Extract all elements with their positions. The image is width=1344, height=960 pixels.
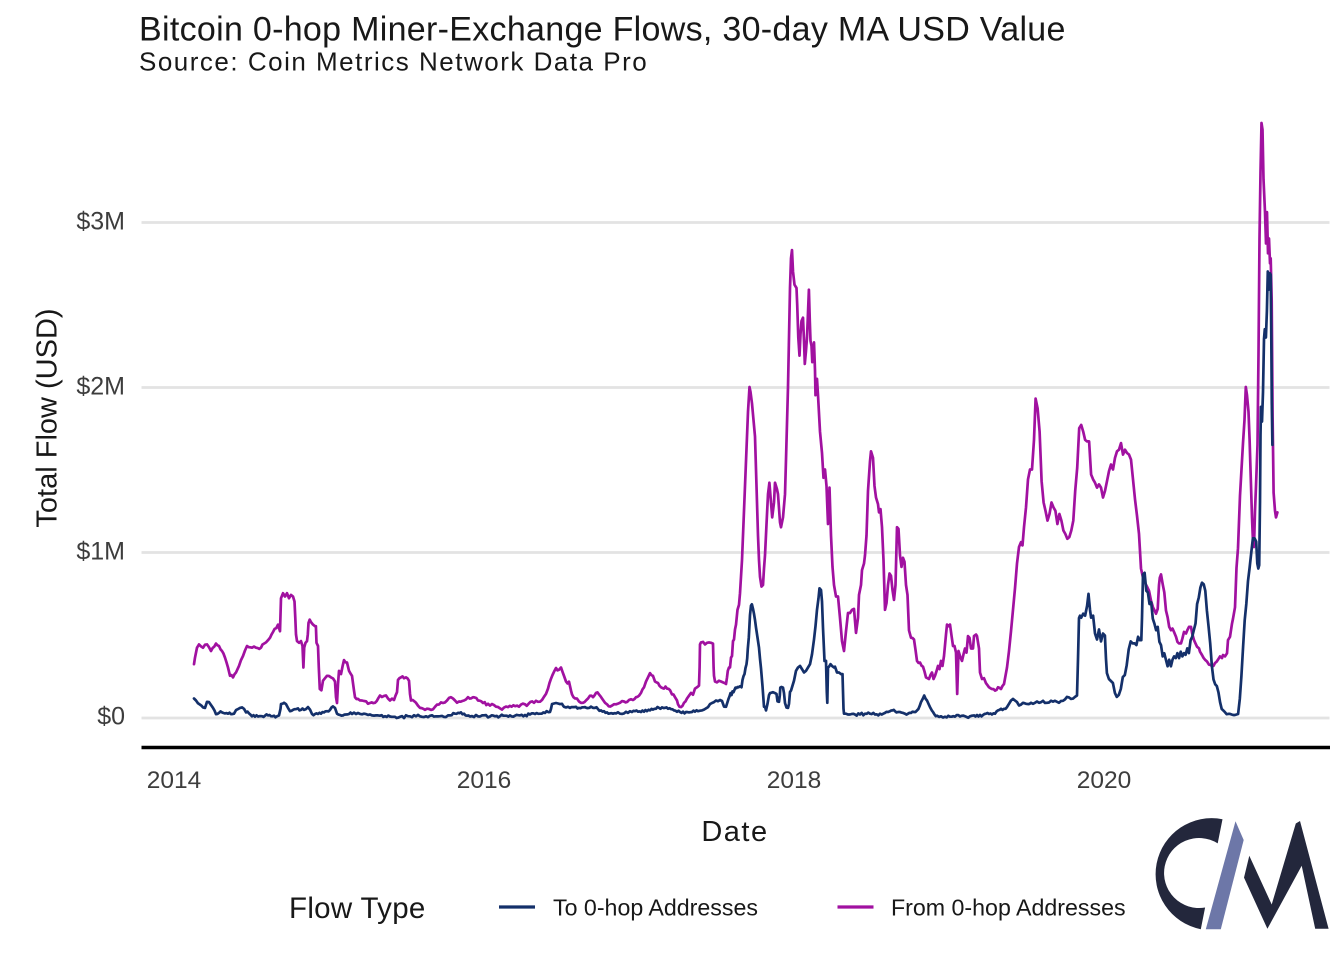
svg-text:Total Flow (USD): Total Flow (USD)	[32, 308, 64, 527]
svg-text:2014: 2014	[147, 767, 202, 794]
svg-text:To 0-hop Addresses: To 0-hop Addresses	[553, 895, 758, 921]
svg-text:Source: Coin Metrics Network D: Source: Coin Metrics Network Data Pro	[139, 47, 648, 77]
svg-text:$0: $0	[97, 703, 125, 731]
svg-text:2016: 2016	[457, 767, 512, 794]
svg-text:2018: 2018	[767, 767, 822, 794]
svg-text:$2M: $2M	[76, 373, 125, 401]
svg-text:Flow Type: Flow Type	[289, 892, 426, 925]
svg-text:From 0-hop Addresses: From 0-hop Addresses	[891, 895, 1126, 921]
svg-text:$3M: $3M	[76, 208, 125, 236]
svg-text:2020: 2020	[1077, 767, 1132, 794]
svg-text:$1M: $1M	[76, 538, 125, 566]
svg-text:Date: Date	[701, 816, 768, 848]
svg-text:Bitcoin 0-hop Miner-Exchange F: Bitcoin 0-hop Miner-Exchange Flows, 30-d…	[139, 11, 1066, 49]
